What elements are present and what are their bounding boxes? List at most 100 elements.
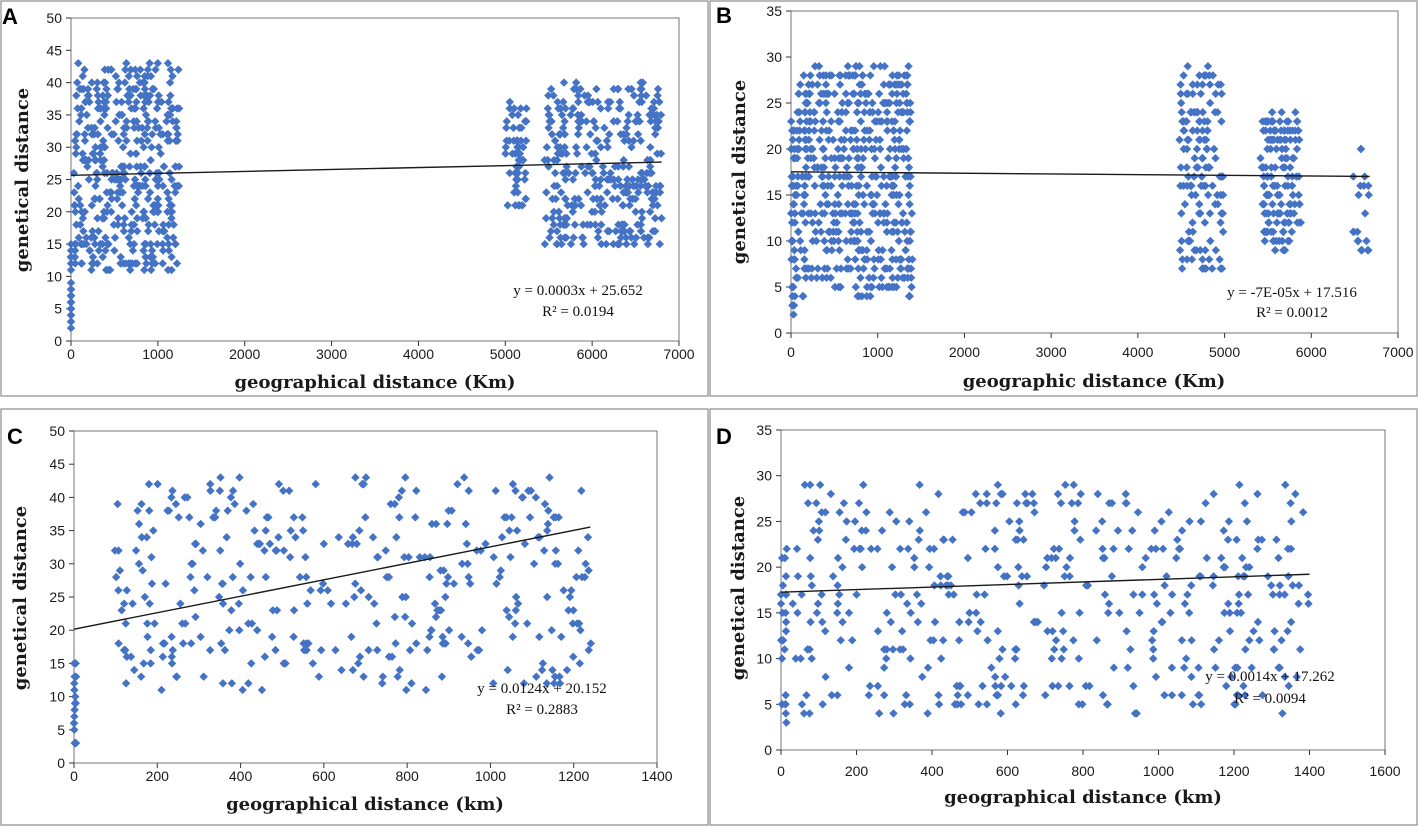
data-point <box>401 592 411 602</box>
data-point <box>511 486 520 495</box>
data-point <box>96 149 105 158</box>
data-point <box>1059 645 1068 654</box>
data-point <box>87 265 96 275</box>
data-point <box>76 201 85 210</box>
data-point <box>216 546 225 555</box>
data-point <box>198 546 208 555</box>
data-point <box>87 259 97 268</box>
data-point <box>796 80 805 89</box>
data-point <box>849 200 858 209</box>
data-point <box>141 175 150 184</box>
data-point <box>636 136 645 145</box>
data-point <box>348 539 357 549</box>
data-point <box>1076 535 1085 544</box>
data-point <box>1217 89 1226 98</box>
data-point <box>553 97 562 107</box>
data-point <box>554 207 563 216</box>
data-point <box>639 233 649 242</box>
data-point <box>576 201 586 210</box>
data-point <box>132 214 142 223</box>
data-point <box>788 599 797 608</box>
data-point <box>882 181 891 190</box>
data-point <box>569 233 578 242</box>
data-point <box>1209 144 1219 154</box>
data-point <box>618 201 628 210</box>
data-point <box>866 282 876 292</box>
data-point <box>833 608 842 618</box>
data-point <box>828 209 838 218</box>
data-point <box>513 168 523 178</box>
data-point <box>130 175 140 184</box>
data-point <box>1203 126 1212 135</box>
data-point <box>990 672 1000 682</box>
data-point <box>1217 553 1226 563</box>
data-point <box>206 479 215 489</box>
data-point <box>70 725 79 734</box>
data-point <box>541 214 551 223</box>
data-point <box>936 654 946 663</box>
y-tick-label: 5 <box>54 301 62 317</box>
data-point <box>879 80 888 89</box>
data-point <box>1201 135 1211 144</box>
regression-equation: y = -7E-05x + 17.516 <box>1227 285 1357 301</box>
data-point <box>1239 681 1248 691</box>
data-point <box>457 559 467 568</box>
data-point <box>886 80 895 89</box>
data-point <box>802 117 811 126</box>
data-point <box>74 194 83 204</box>
data-point <box>1014 581 1023 590</box>
data-point <box>127 207 136 216</box>
data-point <box>550 136 560 145</box>
data-point <box>789 200 798 209</box>
data-point <box>573 130 583 139</box>
data-point <box>879 663 889 672</box>
data-point <box>817 590 826 599</box>
data-point <box>894 71 903 80</box>
data-point <box>1267 108 1277 117</box>
data-point <box>411 513 420 522</box>
data-point <box>279 546 289 555</box>
data-point <box>133 188 143 197</box>
data-point <box>356 586 366 595</box>
data-point <box>1100 590 1110 599</box>
data-point <box>1070 517 1079 526</box>
data-point <box>651 130 660 139</box>
data-points <box>69 473 595 748</box>
data-point <box>850 209 860 218</box>
data-point <box>543 519 553 529</box>
data-point <box>838 617 847 627</box>
data-point <box>108 168 118 178</box>
data-point <box>1195 117 1204 126</box>
data-point <box>1234 590 1244 599</box>
data-point <box>848 636 857 645</box>
data-point <box>1294 599 1303 608</box>
data-point <box>797 590 806 599</box>
data-point <box>425 632 434 642</box>
data-point <box>1272 218 1282 227</box>
data-point <box>505 526 514 535</box>
data-point <box>145 188 155 197</box>
data-point <box>1104 599 1114 608</box>
data-point <box>1362 236 1371 246</box>
data-point <box>1178 117 1187 126</box>
data-point <box>1189 172 1199 181</box>
data-point <box>582 143 591 152</box>
data-point <box>841 535 851 544</box>
data-point <box>66 285 76 294</box>
data-point <box>1070 526 1079 535</box>
data-point <box>650 214 660 223</box>
data-point <box>888 273 897 282</box>
data-point <box>575 659 585 668</box>
data-point <box>461 519 470 529</box>
data-point <box>1275 117 1285 126</box>
data-point <box>572 149 582 158</box>
data-point <box>830 89 839 98</box>
data-point <box>113 214 123 223</box>
data-point <box>463 559 472 568</box>
data-point <box>905 181 914 190</box>
data-point <box>571 143 581 152</box>
data-point <box>869 255 879 264</box>
data-point <box>1062 562 1071 572</box>
data-point <box>907 282 916 292</box>
data-point <box>596 220 606 229</box>
